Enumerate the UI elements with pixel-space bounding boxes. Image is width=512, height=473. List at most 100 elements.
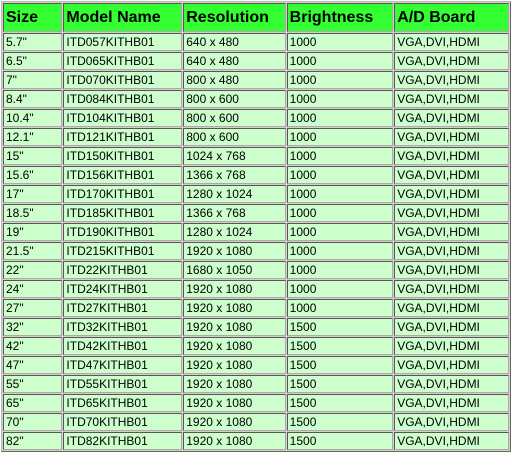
- table-row: 82" ITD82KITHB01 1920 x 1080 1500 VGA,DVI,HD…: [3, 432, 509, 450]
- table-header: Size Model Name Resolution Brightness A/D Bo…: [3, 3, 509, 32]
- table-cell: 1000: [286, 242, 394, 260]
- table-cell: 800 x 600: [183, 128, 286, 146]
- table-cell: 1920 x 1080: [183, 242, 286, 260]
- table-cell: ITD190KITHB01: [63, 223, 183, 241]
- table-cell: VGA,DVI,HDMI: [394, 280, 509, 298]
- table-row: 15.6" ITD156KITHB01 1366 x 768 1000 VGA,DVI,…: [3, 166, 509, 184]
- table-cell: VGA,DVI,HDMI: [394, 413, 509, 431]
- table-cell: ITD156KITHB01: [63, 166, 183, 184]
- table-cell: 15": [3, 147, 63, 165]
- table-cell: 12.1": [3, 128, 63, 146]
- table-row: 21.5" ITD215KITHB01 1920 x 1080 1000 VGA,DVI…: [3, 242, 509, 260]
- table-cell: 18.5": [3, 204, 63, 222]
- table-cell: 17": [3, 185, 63, 203]
- table-cell: 65": [3, 394, 63, 412]
- table-row: 12.1" ITD121KITHB01 800 x 600 1000 VGA,DVI,H…: [3, 128, 509, 146]
- table-row: 19" ITD190KITHB01 1280 x 1024 1000 VGA,DVI,H…: [3, 223, 509, 241]
- table-cell: 21.5": [3, 242, 63, 260]
- table-cell: 42": [3, 337, 63, 355]
- table-cell: 1024 x 768: [183, 147, 286, 165]
- table-cell: 1500: [286, 318, 394, 336]
- table-cell: 800 x 480: [183, 71, 286, 89]
- table-cell: 1000: [286, 90, 394, 108]
- table-cell: 1000: [286, 33, 394, 51]
- table-cell: 640 x 480: [183, 33, 286, 51]
- table-cell: ITD24KITHB01: [63, 280, 183, 298]
- table-row: 24" ITD24KITHB01 1920 x 1080 1000 VGA,DVI,HD…: [3, 280, 509, 298]
- table-cell: 5.7": [3, 33, 63, 51]
- table-cell: VGA,DVI,HDMI: [394, 299, 509, 317]
- table-cell: 1500: [286, 432, 394, 450]
- table-cell: 1920 x 1080: [183, 299, 286, 317]
- table-cell: 1366 x 768: [183, 166, 286, 184]
- table-cell: 82": [3, 432, 63, 450]
- table-row: 6.5" ITD065KITHB01 640 x 480 1000 VGA,DVI,HD…: [3, 52, 509, 70]
- table-cell: 1680 x 1050: [183, 261, 286, 279]
- table-cell: ITD104KITHB01: [63, 109, 183, 127]
- table-cell: 1280 x 1024: [183, 185, 286, 203]
- table-cell: 1920 x 1080: [183, 337, 286, 355]
- spec-table: Size Model Name Resolution Brightness A/D Bo…: [1, 1, 511, 452]
- table-cell: 1000: [286, 185, 394, 203]
- header-cell: Model Name: [63, 3, 183, 32]
- table-cell: 1000: [286, 52, 394, 70]
- table-cell: ITD084KITHB01: [63, 90, 183, 108]
- table-cell: 24": [3, 280, 63, 298]
- header-cell: Brightness: [286, 3, 394, 32]
- table-cell: 1000: [286, 109, 394, 127]
- table-cell: VGA,DVI,HDMI: [394, 90, 509, 108]
- table-row: 70" ITD70KITHB01 1920 x 1080 1500 VGA,DVI,HD…: [3, 413, 509, 431]
- table-row: 5.7" ITD057KITHB01 640 x 480 1000 VGA,DVI,HD…: [3, 33, 509, 51]
- table-cell: VGA,DVI,HDMI: [394, 337, 509, 355]
- table-cell: ITD82KITHB01: [63, 432, 183, 450]
- table-cell: 1920 x 1080: [183, 375, 286, 393]
- table-cell: ITD170KITHB01: [63, 185, 183, 203]
- table-cell: ITD22KITHB01: [63, 261, 183, 279]
- table-cell: VGA,DVI,HDMI: [394, 109, 509, 127]
- table-cell: ITD185KITHB01: [63, 204, 183, 222]
- table-cell: ITD121KITHB01: [63, 128, 183, 146]
- table-cell: ITD215KITHB01: [63, 242, 183, 260]
- table-cell: 15.6": [3, 166, 63, 184]
- table-cell: 1500: [286, 337, 394, 355]
- table-cell: VGA,DVI,HDMI: [394, 375, 509, 393]
- table-row: 10.4" ITD104KITHB01 800 x 600 1000 VGA,DVI,H…: [3, 109, 509, 127]
- table-cell: 1500: [286, 394, 394, 412]
- table-cell: 1000: [286, 223, 394, 241]
- table-cell: 8.4": [3, 90, 63, 108]
- table-cell: VGA,DVI,HDMI: [394, 204, 509, 222]
- table-cell: 800 x 600: [183, 109, 286, 127]
- table-cell: 55": [3, 375, 63, 393]
- table-cell: ITD27KITHB01: [63, 299, 183, 317]
- table-cell: ITD47KITHB01: [63, 356, 183, 374]
- table-cell: 1920 x 1080: [183, 318, 286, 336]
- table-cell: 22": [3, 261, 63, 279]
- table-cell: ITD42KITHB01: [63, 337, 183, 355]
- table-row: 32" ITD32KITHB01 1920 x 1080 1500 VGA,DVI,HD…: [3, 318, 509, 336]
- table-cell: VGA,DVI,HDMI: [394, 52, 509, 70]
- table-cell: 1366 x 768: [183, 204, 286, 222]
- table-cell: 1920 x 1080: [183, 432, 286, 450]
- table-cell: 27": [3, 299, 63, 317]
- table-cell: 800 x 600: [183, 90, 286, 108]
- table-cell: 1920 x 1080: [183, 280, 286, 298]
- table-cell: 1500: [286, 413, 394, 431]
- table-row: 65" ITD65KITHB01 1920 x 1080 1500 VGA,DVI,HD…: [3, 394, 509, 412]
- header-cell: Resolution: [183, 3, 286, 32]
- table-cell: VGA,DVI,HDMI: [394, 223, 509, 241]
- table-cell: VGA,DVI,HDMI: [394, 71, 509, 89]
- table-cell: VGA,DVI,HDMI: [394, 33, 509, 51]
- table-cell: ITD070KITHB01: [63, 71, 183, 89]
- table-cell: 1000: [286, 71, 394, 89]
- table-row: 15" ITD150KITHB01 1024 x 768 1000 VGA,DVI,HD…: [3, 147, 509, 165]
- table-body: 5.7" ITD057KITHB01 640 x 480 1000 VGA,DVI,HD…: [3, 33, 509, 450]
- table-row: 18.5" ITD185KITHB01 1366 x 768 1000 VGA,DVI,…: [3, 204, 509, 222]
- table-cell: 1000: [286, 280, 394, 298]
- table-cell: 1280 x 1024: [183, 223, 286, 241]
- table-cell: 1000: [286, 204, 394, 222]
- table-cell: 19": [3, 223, 63, 241]
- table-cell: ITD55KITHB01: [63, 375, 183, 393]
- table-cell: VGA,DVI,HDMI: [394, 185, 509, 203]
- table-cell: VGA,DVI,HDMI: [394, 242, 509, 260]
